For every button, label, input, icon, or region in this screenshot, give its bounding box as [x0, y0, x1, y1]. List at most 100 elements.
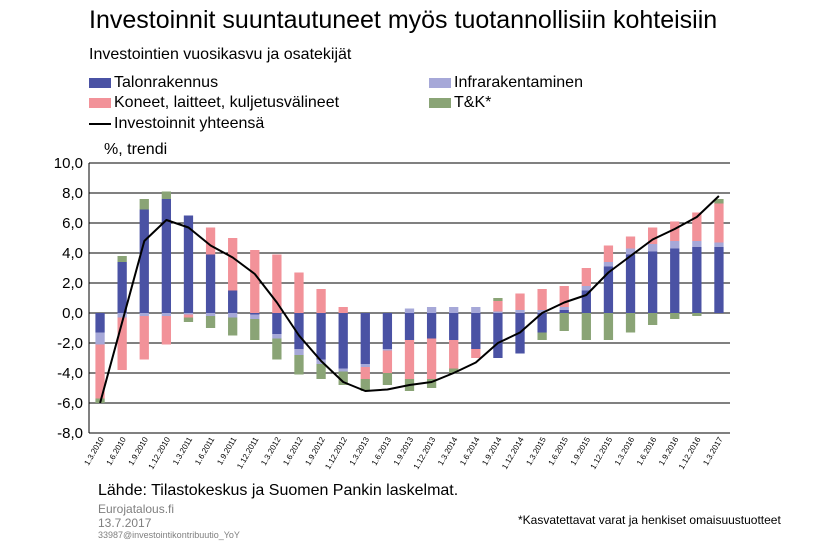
bar-segment	[228, 317, 238, 336]
x-tick-label: 1.6.2010	[105, 435, 129, 467]
legend-swatch-talonrakennus	[89, 78, 111, 88]
bar-segment	[316, 364, 326, 379]
y-tick-label: 4,0	[62, 245, 83, 262]
y-tick-label: -2,0	[57, 335, 83, 352]
bar-segment	[625, 236, 636, 249]
x-tick-label: 1.12.2015	[589, 435, 615, 471]
bar-segment	[316, 289, 326, 313]
bar-segment	[537, 332, 547, 340]
x-tick-label: 1.12.2014	[500, 435, 526, 471]
bar-segment	[382, 373, 393, 385]
bar-segment	[272, 338, 282, 360]
x-tick-label: 1.3.2017	[701, 435, 725, 467]
bar-segment	[183, 215, 194, 313]
bar-segment	[493, 313, 503, 358]
bar-segment	[426, 307, 437, 313]
bar-segment	[250, 314, 260, 319]
bar-segment	[404, 340, 415, 379]
bar-segment	[692, 212, 702, 241]
bar-segment	[294, 272, 304, 313]
x-tick-label: 1.6.2014	[458, 435, 482, 467]
bar-segment	[670, 241, 680, 249]
bar-segment	[714, 247, 724, 313]
legend-swatch-infrarakentaminen	[429, 78, 451, 88]
bar-segment	[714, 203, 724, 243]
legend-label: T&K*	[454, 94, 492, 111]
y-tick-label: 6,0	[62, 215, 83, 232]
y-tick-label: 10,0	[54, 155, 83, 172]
y-axis-unit-label: %, trendi	[104, 141, 168, 158]
y-tick-label: 0,0	[62, 305, 83, 322]
subtitle: Investointien vuosikasvu ja osatekijät	[89, 46, 352, 63]
footnote: *Kasvatettavat varat ja henkiset omaisuu…	[518, 513, 781, 527]
bar-segment	[581, 290, 591, 313]
bar-segment	[117, 256, 127, 262]
bar-segment	[581, 268, 591, 286]
bar-segment	[559, 286, 569, 307]
bar-segment	[493, 301, 503, 312]
legend-item-tk: T&K*	[429, 94, 491, 112]
legend-item-talonrakennus: Talonrakennus	[89, 74, 218, 92]
x-tick-label: 1.3.2013	[348, 435, 372, 467]
bar-segment	[449, 368, 459, 373]
source-note: Lähde: Tilastokeskus ja Suomen Pankin la…	[98, 482, 459, 499]
bar-segment	[205, 313, 216, 316]
y-tick-label: 8,0	[62, 185, 83, 202]
bar-segment	[714, 242, 724, 247]
bar-segment	[647, 251, 658, 313]
bar-segment	[603, 266, 614, 313]
y-tick-label: -4,0	[57, 365, 83, 382]
bar-segment	[382, 350, 393, 373]
bar-segment	[537, 289, 547, 310]
bar-segment	[603, 262, 614, 267]
bar-segment	[449, 313, 459, 340]
bar-segment	[603, 313, 614, 340]
bar-segment	[426, 379, 437, 388]
bar-segment	[404, 313, 415, 340]
bar-segment	[559, 310, 569, 313]
bar-segment	[272, 334, 282, 339]
bar-segment	[692, 313, 702, 316]
bar-segment	[647, 244, 658, 252]
bar-segment	[360, 379, 370, 391]
x-tick-label: 1.6.2015	[547, 435, 571, 467]
x-tick-label: 1.6.2016	[635, 435, 659, 467]
x-tick-label: 1.9.2016	[657, 435, 681, 467]
bar-segment	[183, 317, 194, 322]
bar-segment	[559, 307, 569, 310]
bar-segment	[183, 313, 194, 315]
bar-segment	[161, 313, 172, 316]
bar-segment	[294, 313, 304, 349]
bar-segment	[647, 313, 658, 325]
bar-segment	[139, 316, 149, 360]
bar-segment	[95, 344, 105, 399]
bar-segment	[493, 298, 503, 301]
bar-segment	[228, 238, 238, 291]
legend-label: Talonrakennus	[114, 74, 219, 91]
legend-swatch-yhteensa	[89, 123, 111, 125]
bar-segment	[404, 308, 415, 313]
bar-segment	[647, 227, 658, 244]
bar-segment	[338, 371, 348, 385]
publisher: Eurojatalous.fi	[98, 502, 175, 516]
bar-segment	[272, 254, 282, 313]
x-tick-label: 1.3.2011	[171, 435, 194, 466]
bar-segment	[692, 247, 702, 313]
bar-segment	[559, 313, 569, 331]
bar-segment	[493, 311, 503, 313]
bar-segment	[139, 209, 149, 313]
bar-segment	[471, 307, 481, 313]
x-tick-label: 1.6.2012	[281, 435, 305, 467]
legend-swatch-tk	[429, 98, 451, 108]
x-tick-label: 1.9.2010	[127, 435, 151, 467]
bar-segment	[537, 310, 547, 313]
bar-segment	[603, 245, 614, 262]
y-tick-label: -8,0	[57, 425, 83, 442]
x-tick-label: 1.12.2012	[323, 435, 349, 471]
bar-segment	[294, 349, 304, 355]
legend-item-koneet: Koneet, laitteet, kuljetusvälineet	[89, 94, 339, 112]
bar-segment	[515, 310, 525, 313]
bar-segment	[714, 199, 724, 204]
bar-segment	[360, 364, 370, 367]
bar-segment	[670, 221, 680, 241]
